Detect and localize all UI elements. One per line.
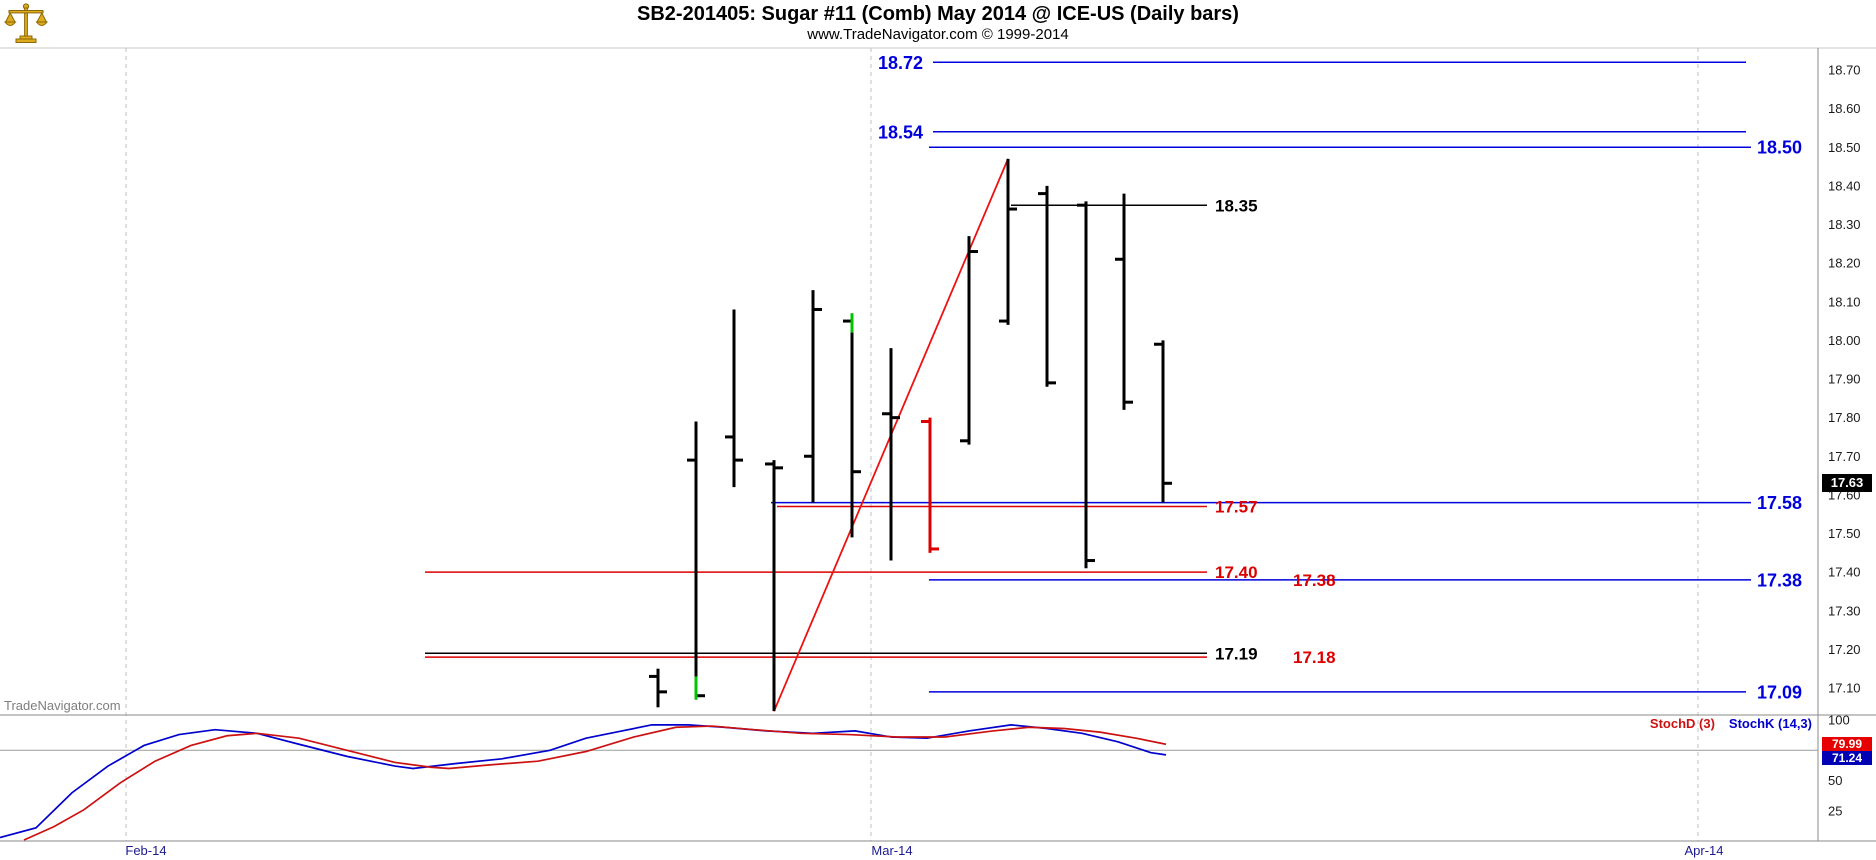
last-price-box: 17.63 bbox=[1822, 474, 1872, 492]
stochd-value-box: 79.99 bbox=[1822, 737, 1872, 751]
price-level-label: 17.18 bbox=[1293, 648, 1336, 667]
price-level-label: 17.38 bbox=[1757, 570, 1802, 590]
stochk-legend-label: StochK (14,3) bbox=[1728, 716, 1812, 731]
stoch-line-stochd bbox=[23, 725, 1167, 841]
price-level-label: 18.35 bbox=[1215, 196, 1258, 215]
price-level-label: 17.57 bbox=[1215, 498, 1258, 517]
price-level-label: 17.19 bbox=[1215, 644, 1258, 663]
price-axis-label: 18.70 bbox=[1828, 63, 1861, 78]
x-axis-label-mar: Mar-14 bbox=[871, 843, 913, 858]
price-axis-label: 17.20 bbox=[1828, 642, 1861, 657]
stochk-value-box: 71.24 bbox=[1822, 751, 1872, 765]
balance-scale-logo-icon bbox=[3, 2, 51, 46]
price-axis-label: 18.30 bbox=[1828, 217, 1861, 232]
price-axis-label: 18.50 bbox=[1828, 140, 1861, 155]
price-axis-label: 18.60 bbox=[1828, 101, 1861, 116]
price-axis-label: 17.90 bbox=[1828, 372, 1861, 387]
stoch-legend: StochD (3) StochK (14,3) bbox=[1500, 716, 1812, 731]
price-axis-label: 17.10 bbox=[1828, 681, 1861, 696]
watermark-text: TradeNavigator.com bbox=[4, 698, 121, 713]
price-axis-label: 17.40 bbox=[1828, 565, 1861, 580]
price-level-label: 17.40 bbox=[1215, 563, 1258, 582]
price-axis-label: 18.10 bbox=[1828, 294, 1861, 309]
price-axis-label: 17.30 bbox=[1828, 603, 1861, 618]
price-level-label: 18.72 bbox=[878, 53, 923, 73]
chart-title: SB2-201405: Sugar #11 (Comb) May 2014 @ … bbox=[637, 3, 1239, 25]
price-axis-label: 17.50 bbox=[1828, 526, 1861, 541]
price-level-label: 17.38 bbox=[1293, 571, 1336, 590]
stoch-axis-label: 25 bbox=[1828, 803, 1842, 818]
price-axis-label: 18.00 bbox=[1828, 333, 1861, 348]
price-axis-label: 18.40 bbox=[1828, 178, 1861, 193]
x-axis-label-feb: Feb-14 bbox=[125, 843, 167, 858]
price-axis-label: 17.70 bbox=[1828, 449, 1861, 464]
price-level-label: 18.54 bbox=[878, 122, 923, 142]
price-axis-label: 18.20 bbox=[1828, 256, 1861, 271]
price-level-label: 17.09 bbox=[1757, 682, 1802, 702]
price-level-label: 18.50 bbox=[1757, 138, 1802, 158]
price-axis-label: 17.80 bbox=[1828, 410, 1861, 425]
stoch-axis-label: 50 bbox=[1828, 773, 1842, 788]
stochd-legend-label: StochD (3) bbox=[1649, 716, 1715, 731]
stoch-axis-label: 100 bbox=[1828, 713, 1850, 728]
x-axis-label-apr: Apr-14 bbox=[1684, 843, 1724, 858]
price-level-label: 17.58 bbox=[1757, 493, 1802, 513]
stoch-line-stochk bbox=[0, 723, 1167, 839]
chart-copyright: www.TradeNavigator.com © 1999-2014 bbox=[807, 26, 1069, 43]
